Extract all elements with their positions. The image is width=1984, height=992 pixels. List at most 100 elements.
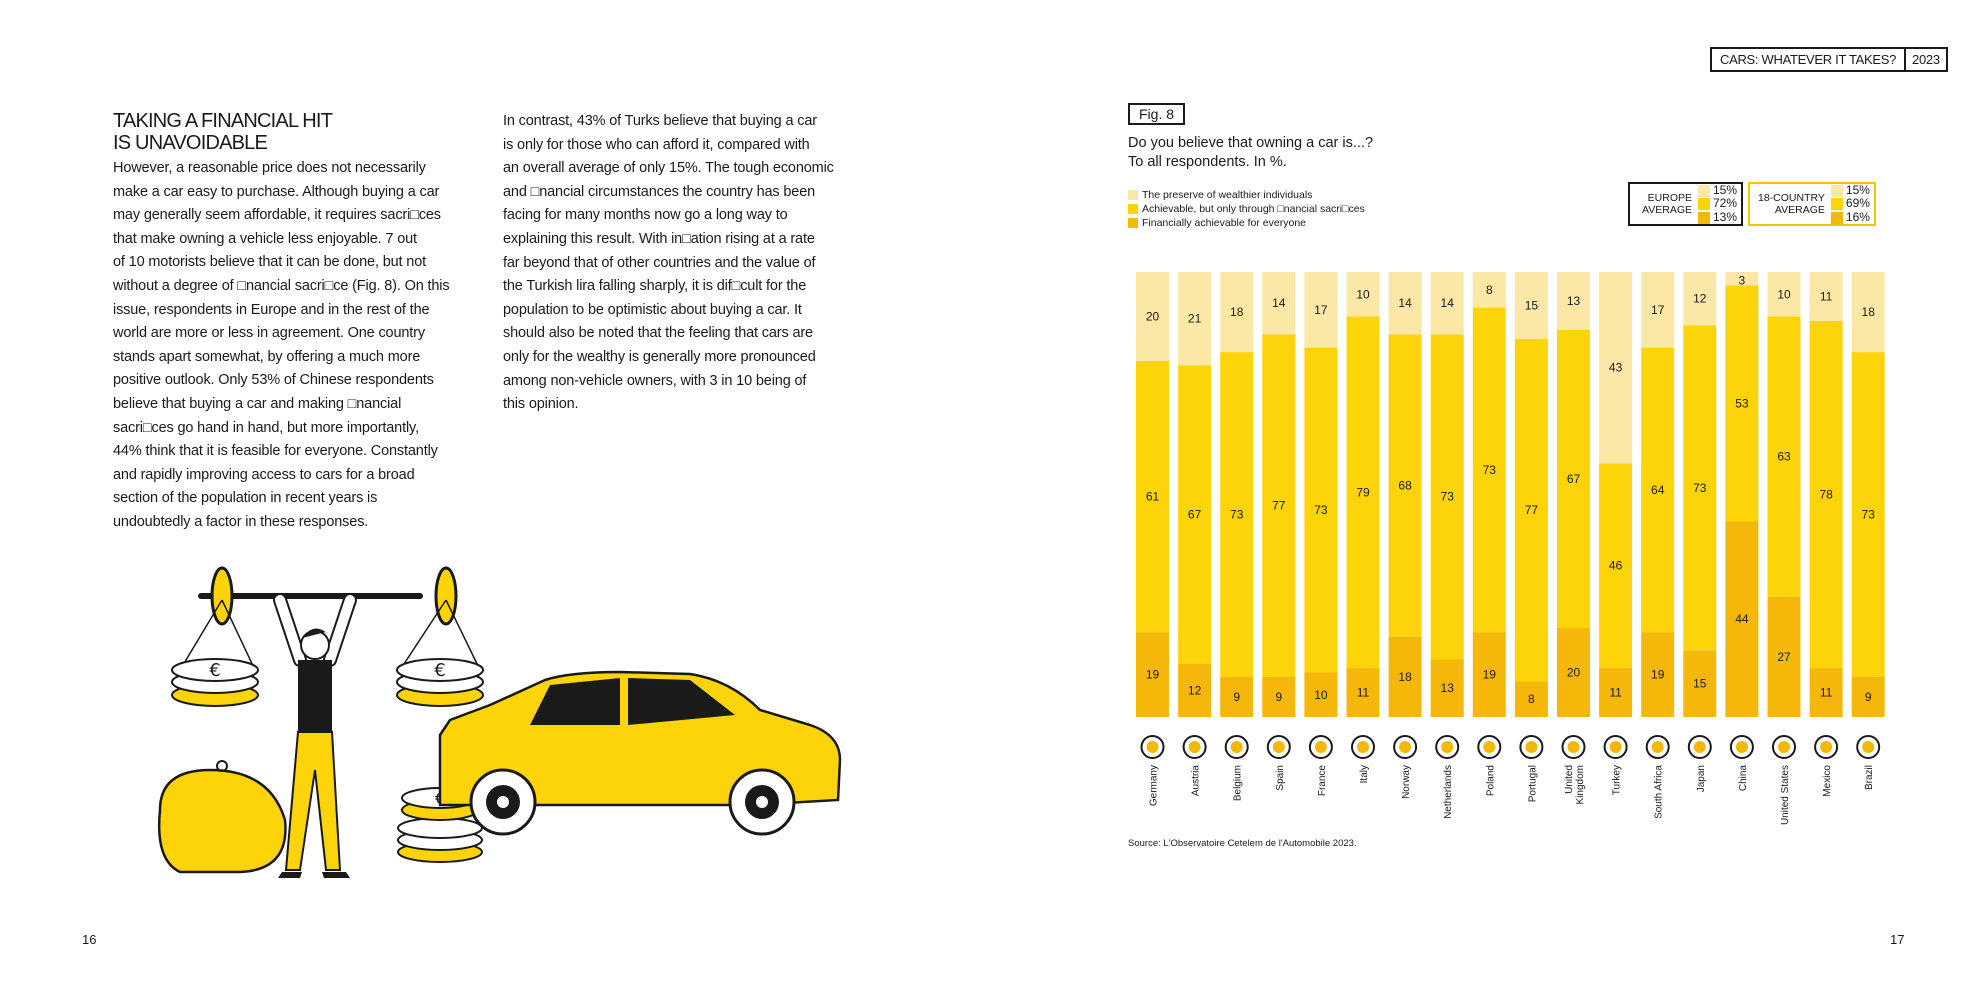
bar-value-label: 12	[1693, 292, 1707, 306]
europe-avg-everyone: 13%	[1713, 209, 1738, 224]
all-avg-sacrifice: 69%	[1845, 196, 1870, 211]
bar-value-label: 14	[1272, 296, 1286, 310]
europe-average-label: EUROPE AVERAGE	[1642, 192, 1692, 216]
bar-value-label: 15	[1525, 298, 1539, 312]
bar-segment	[1514, 272, 1548, 339]
report-title: CARS: WHATEVER IT TAKES?	[1720, 52, 1897, 67]
bar-value-label: 21	[1188, 312, 1202, 326]
bar-value-label: 44	[1735, 612, 1749, 626]
bar-value-label: 17	[1314, 303, 1328, 317]
bar-segment	[1767, 596, 1801, 717]
bar-segment	[1851, 676, 1885, 717]
bar-segment	[1136, 361, 1169, 633]
legend-swatch-everyone	[1128, 218, 1138, 228]
bar-segment	[1809, 272, 1843, 321]
bar-segment	[1472, 307, 1506, 633]
body-paragraph-2: In contrast, 43% of Turks believe that b…	[503, 113, 834, 413]
bar-value-label: 73	[1314, 503, 1328, 517]
category-label: Belgium	[1233, 765, 1244, 801]
country-flag-icon-inner	[1441, 741, 1454, 753]
category-label: United	[1564, 765, 1575, 794]
figure-label: Fig. 8	[1128, 103, 1186, 125]
bar-segment	[1388, 272, 1422, 335]
country-flag-icon-inner	[1272, 741, 1285, 753]
bar-segment	[1220, 676, 1254, 717]
chart-legend: The preserve of wealthier individuals Ac…	[1128, 188, 1365, 230]
country-flag-icon-inner	[1146, 741, 1159, 753]
bar-value-label: 53	[1735, 396, 1749, 410]
bar-segment	[1472, 632, 1506, 717]
swatch-sacrifice	[1698, 198, 1710, 210]
category-label: Spain	[1275, 765, 1286, 791]
bar-value-label: 20	[1146, 310, 1160, 324]
bar-value-label: 15	[1693, 677, 1707, 691]
swatch-wealthy	[1698, 184, 1710, 197]
swatch-sacrifice	[1830, 198, 1843, 210]
bar-segment	[1557, 272, 1590, 330]
bar-value-label: 11	[1357, 686, 1370, 700]
swatch-everyone	[1698, 211, 1710, 224]
bar-segment	[1514, 338, 1548, 682]
bar-value-label: 73	[1693, 481, 1707, 495]
bar-segment	[1430, 659, 1464, 717]
bar-value-label: 73	[1483, 463, 1497, 477]
country-flag-icon-inner	[1820, 741, 1833, 753]
category-label: South Africa	[1654, 765, 1665, 819]
bar-value-label: 18	[1230, 305, 1244, 319]
bar-value-label: 11	[1820, 686, 1833, 700]
bar-segment	[1178, 272, 1212, 366]
category-label: Italy	[1359, 765, 1370, 783]
svg-text:€: €	[209, 660, 220, 681]
europe-average-box: EUROPE AVERAGE 15% 72% 13%	[1628, 182, 1744, 226]
legend-item-sacrifice: Achievable, but only through □nancial sa…	[1128, 202, 1365, 216]
report-header-badge: CARS: WHATEVER IT TAKES? 2023	[1710, 47, 1948, 72]
bar-segment	[1725, 285, 1759, 522]
bar-segment	[1851, 352, 1885, 677]
category-label: Austria	[1191, 765, 1202, 797]
bar-segment	[1683, 272, 1717, 326]
country-flag-icon-inner	[1735, 741, 1748, 753]
category-label: France	[1317, 765, 1328, 797]
bar-segment	[1683, 650, 1717, 717]
swatch-everyone	[1830, 211, 1843, 224]
report-year: 2023	[1904, 49, 1946, 70]
all-country-average-box: 18-COUNTRY AVERAGE 15% 69% 16%	[1748, 182, 1876, 226]
bar-segment	[1388, 334, 1422, 637]
bar-segment	[1767, 272, 1801, 317]
legend-label-everyone: Financially achievable for everyone	[1142, 217, 1307, 229]
bar-segment	[1557, 329, 1590, 628]
bar-value-label: 12	[1188, 683, 1202, 697]
country-flag-icon-inner	[1483, 741, 1496, 753]
bar-segment	[1430, 334, 1464, 660]
all-avg-everyone: 16%	[1845, 209, 1870, 224]
legend-item-wealthy: The preserve of wealthier individuals	[1128, 188, 1365, 202]
bar-segment	[1725, 272, 1759, 286]
bar-value-label: 9	[1865, 690, 1872, 704]
bar-segment	[1178, 663, 1212, 717]
europe-average-values: 15% 72% 13%	[1698, 182, 1738, 225]
bar-value-label: 9	[1275, 690, 1282, 704]
bar-segment	[1430, 272, 1464, 335]
bar-value-label: 17	[1651, 303, 1665, 317]
bar-segment	[1220, 352, 1254, 677]
bar-segment	[1641, 347, 1675, 633]
bar-value-label: 19	[1146, 668, 1160, 682]
bar-segment	[1262, 676, 1296, 717]
country-flag-icon-inner	[1188, 741, 1201, 753]
bar-segment	[1304, 672, 1338, 717]
figure-source: Source: L'Observatoire Cetelem de l'Auto…	[1128, 838, 1357, 849]
category-label: Kingdom	[1575, 765, 1586, 804]
country-flag-icon-inner	[1399, 741, 1412, 753]
country-flag-icon-inner	[1525, 741, 1538, 753]
bar-value-label: 13	[1441, 681, 1455, 695]
bar-value-label: 43	[1609, 361, 1623, 375]
europe-avg-wealthy: 15%	[1713, 182, 1738, 197]
bar-segment	[1136, 272, 1169, 361]
svg-text:€: €	[434, 660, 445, 681]
country-flag-icon-inner	[1314, 741, 1327, 753]
bar-value-label: 46	[1609, 559, 1623, 573]
bar-value-label: 61	[1146, 490, 1160, 504]
bar-value-label: 19	[1651, 668, 1665, 682]
bar-value-label: 10	[1356, 287, 1370, 301]
category-label: Poland	[1485, 765, 1496, 796]
